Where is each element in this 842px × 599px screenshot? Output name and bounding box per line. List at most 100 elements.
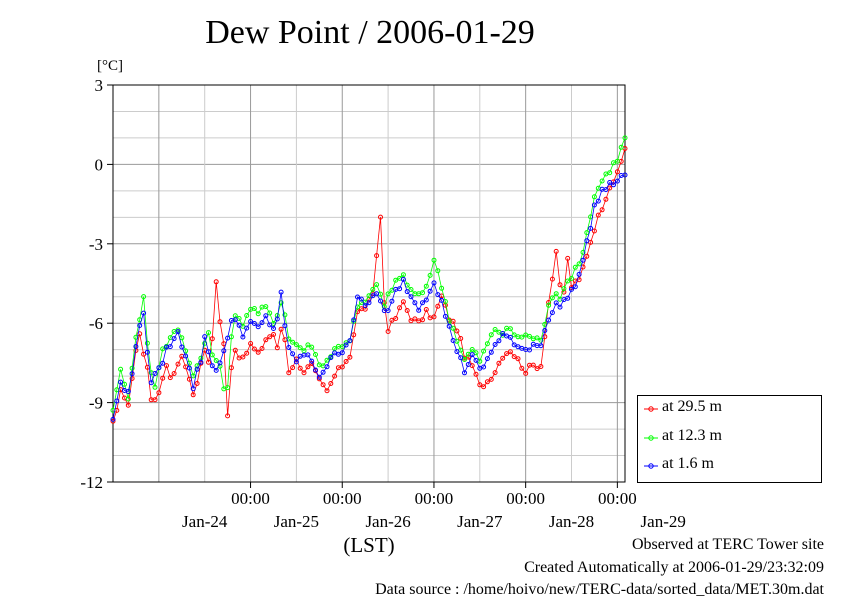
series-point-2 bbox=[114, 398, 120, 404]
x-date-label: Jan-25 bbox=[274, 512, 319, 531]
series-point-0 bbox=[175, 361, 181, 367]
legend-label-12-3m: at 12.3 m bbox=[662, 427, 722, 444]
series-point-0 bbox=[603, 196, 609, 202]
series-point-2 bbox=[385, 308, 391, 314]
series-point-0 bbox=[129, 376, 135, 381]
series-point-2 bbox=[186, 365, 192, 371]
series-point-1 bbox=[129, 365, 135, 371]
series-point-2 bbox=[622, 172, 628, 178]
series-point-2 bbox=[198, 359, 204, 365]
series-point-1 bbox=[186, 360, 192, 366]
series-point-0 bbox=[137, 331, 143, 337]
chart-title: Dew Point / 2006-01-29 bbox=[205, 14, 535, 51]
series-point-2 bbox=[293, 359, 299, 365]
x-date-label: Jan-29 bbox=[641, 512, 686, 531]
series-point-1 bbox=[549, 295, 555, 301]
series-point-2 bbox=[156, 365, 162, 371]
series-point-2 bbox=[370, 293, 376, 299]
series-point-0 bbox=[549, 276, 555, 282]
y-tick-label: 0 bbox=[95, 155, 104, 174]
series-line-2 bbox=[112, 174, 626, 420]
series-point-0 bbox=[423, 307, 429, 312]
series-point-2 bbox=[339, 350, 345, 356]
series-point-0 bbox=[614, 169, 620, 175]
series-point-1 bbox=[519, 334, 525, 340]
series-point-2 bbox=[611, 182, 616, 188]
series-point-2 bbox=[137, 323, 143, 328]
series-point-0 bbox=[393, 316, 399, 321]
series-point-1 bbox=[576, 261, 582, 267]
plot-frame bbox=[112, 84, 626, 483]
series-point-1 bbox=[481, 348, 487, 354]
footer-observed: Observed at TERC Tower site bbox=[631, 536, 824, 553]
series-point-2 bbox=[248, 319, 254, 324]
series-point-0 bbox=[244, 350, 250, 356]
series-point-2 bbox=[263, 313, 269, 319]
series-point-1 bbox=[393, 277, 399, 283]
series-point-2 bbox=[343, 342, 349, 348]
series-point-1 bbox=[569, 276, 574, 281]
series-point-1 bbox=[431, 257, 437, 263]
series-point-2 bbox=[179, 344, 185, 350]
series-point-0 bbox=[511, 354, 517, 360]
series-point-2 bbox=[190, 386, 196, 392]
series-point-0 bbox=[297, 365, 303, 371]
series-point-1 bbox=[538, 337, 544, 343]
series-point-1 bbox=[305, 342, 311, 348]
series-point-1 bbox=[309, 344, 315, 350]
series-point-2 bbox=[484, 356, 490, 362]
series-point-2 bbox=[427, 288, 433, 294]
series-point-0 bbox=[290, 365, 296, 371]
series-point-1 bbox=[527, 333, 532, 339]
series-point-0 bbox=[507, 349, 513, 355]
legend-label-29-5m: at 29.5 m bbox=[662, 398, 722, 415]
legend-marker-blue bbox=[644, 463, 658, 469]
series-point-2 bbox=[206, 349, 211, 355]
series-point-2 bbox=[576, 271, 582, 277]
series-point-2 bbox=[458, 355, 464, 361]
series-point-1 bbox=[488, 332, 494, 338]
series-point-1 bbox=[572, 264, 578, 270]
series-point-2 bbox=[129, 371, 135, 377]
series-point-1 bbox=[374, 282, 380, 288]
series-point-1 bbox=[122, 381, 127, 387]
series-point-1 bbox=[462, 357, 467, 362]
series-point-2 bbox=[473, 357, 479, 363]
series-point-2 bbox=[144, 349, 150, 355]
y-tick-label: -6 bbox=[89, 314, 103, 333]
legend-item-1-6m: at 1.6 m bbox=[638, 453, 821, 479]
series-point-0 bbox=[274, 345, 280, 351]
series-point-2 bbox=[183, 353, 189, 359]
series-point-2 bbox=[255, 324, 261, 330]
series-point-2 bbox=[320, 369, 326, 375]
series-point-1 bbox=[251, 306, 257, 311]
series-point-2 bbox=[278, 289, 284, 295]
series-point-2 bbox=[423, 297, 429, 303]
series-point-0 bbox=[477, 382, 483, 388]
series-point-2 bbox=[240, 334, 246, 340]
series-point-2 bbox=[171, 336, 177, 342]
series-point-0 bbox=[347, 354, 353, 360]
series-point-2 bbox=[420, 300, 425, 306]
legend-marker-green bbox=[644, 435, 658, 441]
series-point-1 bbox=[492, 327, 498, 332]
series-point-2 bbox=[358, 296, 364, 302]
series-point-1 bbox=[144, 340, 150, 346]
series-point-0 bbox=[328, 381, 334, 386]
series-point-1 bbox=[209, 352, 215, 358]
series-point-1 bbox=[385, 291, 391, 297]
series-point-1 bbox=[370, 286, 376, 292]
series-point-2 bbox=[549, 310, 555, 316]
series-point-1 bbox=[152, 384, 158, 390]
y-tick-label: 3 bbox=[95, 76, 104, 95]
series-point-0 bbox=[378, 214, 383, 220]
series-point-2 bbox=[274, 316, 280, 322]
series-point-2 bbox=[416, 307, 422, 313]
series-point-0 bbox=[400, 299, 406, 305]
series-point-2 bbox=[603, 187, 609, 193]
series-point-2 bbox=[389, 298, 395, 304]
series-point-2 bbox=[446, 323, 452, 329]
series-point-0 bbox=[351, 332, 357, 338]
series-point-0 bbox=[504, 351, 510, 357]
